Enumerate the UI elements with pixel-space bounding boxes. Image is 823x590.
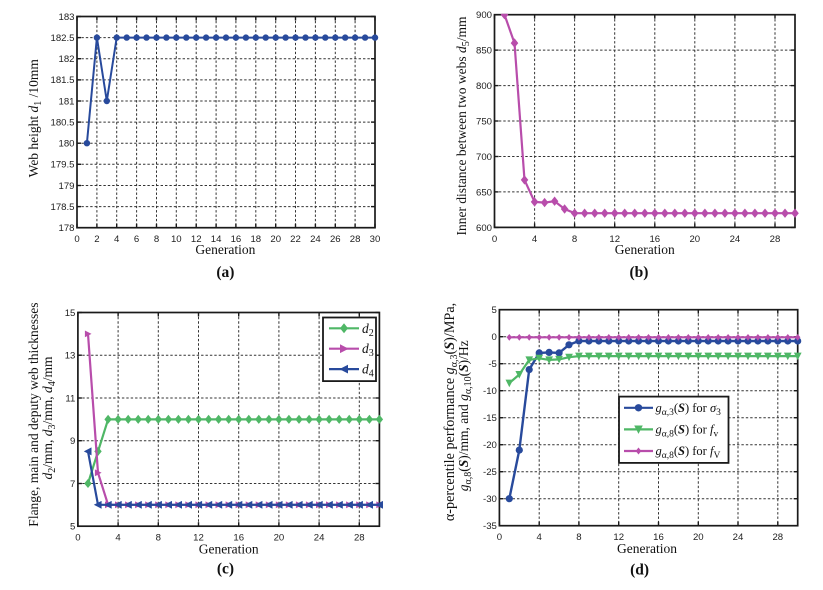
svg-text:7: 7 (70, 479, 75, 490)
svg-text:700: 700 (476, 152, 492, 163)
svg-text:181.5: 181.5 (50, 75, 74, 86)
svg-text:20: 20 (274, 533, 285, 544)
svg-text:2: 2 (94, 234, 99, 245)
svg-text:28: 28 (354, 533, 365, 544)
svg-text:-15: -15 (483, 413, 497, 424)
svg-text:30: 30 (370, 234, 381, 245)
svg-text:Inner distance between two web: Inner distance between two webs d5/mm (454, 16, 472, 236)
svg-text:16: 16 (231, 234, 242, 245)
svg-text:13: 13 (65, 351, 76, 362)
svg-text:12: 12 (613, 532, 624, 543)
svg-text:0: 0 (497, 532, 502, 543)
svg-text:gα,8(S) for fv: gα,8(S) for fv (656, 423, 719, 440)
svg-text:181: 181 (58, 96, 74, 107)
svg-text:5: 5 (70, 522, 75, 533)
svg-text:(a): (a) (216, 264, 234, 281)
svg-text:750: 750 (476, 116, 492, 127)
svg-text:8: 8 (572, 234, 577, 245)
svg-text:4: 4 (115, 533, 121, 544)
svg-text:11: 11 (65, 393, 75, 404)
svg-text:18: 18 (250, 234, 261, 245)
svg-text:178: 178 (58, 223, 74, 234)
svg-text:10: 10 (171, 234, 182, 245)
svg-text:28: 28 (770, 234, 781, 245)
svg-text:5: 5 (492, 305, 497, 316)
svg-text:12: 12 (609, 234, 620, 245)
svg-text:-30: -30 (483, 494, 497, 505)
svg-text:28: 28 (772, 532, 783, 543)
svg-text:179.5: 179.5 (50, 160, 74, 171)
svg-text:4: 4 (114, 234, 120, 245)
svg-text:182: 182 (58, 54, 74, 65)
svg-text:Generation: Generation (615, 242, 675, 257)
svg-text:178.5: 178.5 (50, 202, 74, 213)
svg-text:900: 900 (476, 10, 492, 21)
svg-text:d2/mm, d3/mm, d4/mm: d2/mm, d3/mm, d4/mm (40, 356, 58, 480)
svg-text:179: 179 (58, 181, 74, 192)
svg-text:20: 20 (693, 532, 704, 543)
svg-text:600: 600 (476, 223, 492, 234)
svg-text:gα,8(S)/mm, and gα,10(S)/Hz: gα,8(S)/mm, and gα,10(S)/Hz (456, 340, 474, 491)
svg-text:24: 24 (730, 234, 741, 245)
svg-text:650: 650 (476, 187, 492, 198)
svg-text:Generation: Generation (617, 541, 677, 556)
svg-text:Flange, main and deputy web th: Flange, main and deputy web thicknesses (26, 302, 41, 526)
svg-text:0: 0 (492, 234, 497, 245)
svg-text:-10: -10 (483, 386, 497, 397)
svg-text:8: 8 (154, 234, 159, 245)
svg-text:4: 4 (532, 234, 538, 245)
svg-text:4: 4 (537, 532, 543, 543)
svg-text:180: 180 (58, 139, 74, 150)
svg-text:9: 9 (70, 436, 75, 447)
svg-text:-5: -5 (488, 359, 497, 370)
svg-text:0: 0 (492, 332, 497, 343)
svg-text:gα,3(S) for σ3: gα,3(S) for σ3 (656, 401, 722, 418)
svg-text:15: 15 (65, 308, 76, 319)
svg-text:(b): (b) (630, 264, 649, 281)
svg-text:180.5: 180.5 (50, 118, 74, 129)
svg-text:0: 0 (74, 234, 79, 245)
svg-text:16: 16 (649, 234, 660, 245)
svg-text:-35: -35 (483, 521, 497, 532)
svg-text:-25: -25 (483, 467, 497, 478)
svg-text:Web height d1 /10mm: Web height d1 /10mm (26, 59, 44, 178)
svg-text:850: 850 (476, 46, 492, 57)
svg-text:(c): (c) (217, 561, 234, 578)
svg-text:Generation: Generation (199, 542, 259, 557)
svg-text:8: 8 (576, 532, 581, 543)
svg-text:d3: d3 (362, 341, 374, 359)
svg-text:d4: d4 (362, 362, 374, 380)
svg-text:183: 183 (58, 12, 74, 23)
svg-text:12: 12 (191, 234, 202, 245)
svg-text:Generation: Generation (195, 242, 255, 257)
svg-text:182.5: 182.5 (50, 33, 74, 44)
svg-text:26: 26 (330, 234, 341, 245)
svg-text:20: 20 (270, 234, 281, 245)
svg-text:14: 14 (211, 234, 222, 245)
svg-text:24: 24 (310, 234, 321, 245)
svg-text:20: 20 (689, 234, 700, 245)
svg-text:(d): (d) (630, 562, 649, 579)
svg-text:d2: d2 (362, 321, 374, 339)
svg-text:24: 24 (314, 533, 325, 544)
svg-text:6: 6 (134, 234, 139, 245)
svg-text:16: 16 (233, 533, 244, 544)
svg-text:22: 22 (290, 234, 301, 245)
svg-text:0: 0 (75, 533, 80, 544)
svg-text:800: 800 (476, 81, 492, 92)
svg-text:16: 16 (653, 532, 664, 543)
svg-text:12: 12 (193, 533, 204, 544)
svg-text:gα,8(S) for fV: gα,8(S) for fV (656, 444, 721, 461)
svg-text:24: 24 (733, 532, 744, 543)
svg-text:28: 28 (350, 234, 361, 245)
svg-text:8: 8 (156, 533, 161, 544)
svg-text:-20: -20 (483, 440, 497, 451)
